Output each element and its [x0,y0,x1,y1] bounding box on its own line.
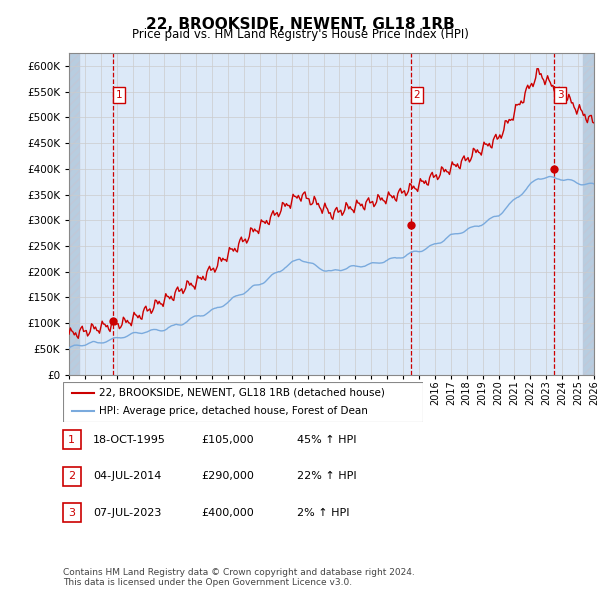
FancyBboxPatch shape [63,467,80,486]
Bar [583,53,594,375]
Text: 22% ↑ HPI: 22% ↑ HPI [297,471,356,481]
Text: 1: 1 [116,90,122,100]
Bar [69,53,80,375]
Text: Price paid vs. HM Land Registry's House Price Index (HPI): Price paid vs. HM Land Registry's House … [131,28,469,41]
Text: 3: 3 [557,90,563,100]
Text: 22, BROOKSIDE, NEWENT, GL18 1RB: 22, BROOKSIDE, NEWENT, GL18 1RB [146,17,454,31]
Text: 04-JUL-2014: 04-JUL-2014 [93,471,161,481]
Text: 18-OCT-1995: 18-OCT-1995 [93,435,166,444]
Text: £105,000: £105,000 [201,435,254,444]
Text: £290,000: £290,000 [201,471,254,481]
Text: £400,000: £400,000 [201,508,254,517]
Text: 45% ↑ HPI: 45% ↑ HPI [297,435,356,444]
Text: 1: 1 [68,435,75,444]
FancyBboxPatch shape [63,430,80,449]
Text: 2: 2 [413,90,420,100]
Text: 22, BROOKSIDE, NEWENT, GL18 1RB (detached house): 22, BROOKSIDE, NEWENT, GL18 1RB (detache… [99,388,385,398]
FancyBboxPatch shape [63,503,80,522]
Text: HPI: Average price, detached house, Forest of Dean: HPI: Average price, detached house, Fore… [99,406,368,416]
Text: 2: 2 [68,471,75,481]
FancyBboxPatch shape [63,382,423,422]
Text: 3: 3 [68,508,75,517]
Text: 2% ↑ HPI: 2% ↑ HPI [297,508,349,517]
Text: Contains HM Land Registry data © Crown copyright and database right 2024.
This d: Contains HM Land Registry data © Crown c… [63,568,415,587]
Text: 07-JUL-2023: 07-JUL-2023 [93,508,161,517]
